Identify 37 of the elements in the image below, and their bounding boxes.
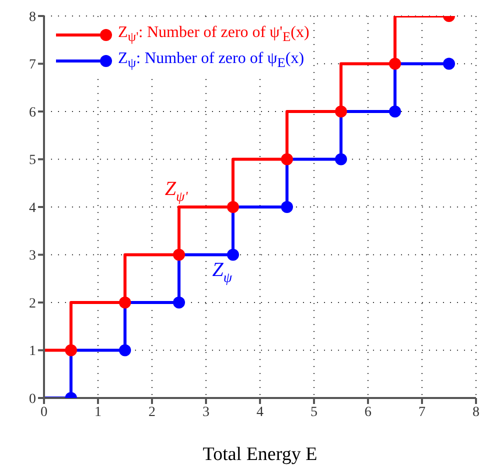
y-tick-label: 7 (29, 58, 36, 73)
x-tick-label: 5 (310, 404, 318, 420)
point (119, 344, 131, 356)
point (173, 296, 185, 308)
x-tick-label: 2 (148, 404, 156, 420)
y-tick-label: 1 (29, 344, 36, 360)
point (389, 58, 401, 70)
y-tick-label: 5 (29, 153, 36, 168)
x-axis-title: Total Energy E (202, 444, 318, 465)
point (335, 153, 347, 166)
annotation: Z$_{ψ'}$ (164, 178, 189, 206)
point (227, 201, 239, 213)
point (281, 201, 293, 213)
annotation: Z$_{ψ}$ (212, 259, 232, 286)
y-tick-label: 3 (29, 248, 36, 264)
x-tick-label: 0 (40, 404, 48, 420)
y-tick-label: 6 (29, 105, 36, 120)
y-tick-label: 2 (29, 296, 36, 312)
point (335, 106, 347, 118)
point (281, 153, 293, 166)
point (65, 344, 77, 356)
y-tick-label: 8 (29, 10, 36, 25)
legend-label: Z$_{ψ'}$: Number of zero of ψ'$_{E}$(x) (118, 23, 310, 46)
x-tick-label: 7 (418, 404, 426, 420)
point (389, 106, 401, 118)
x-tick-label: 4 (256, 404, 264, 420)
y-tick-label: 4 (29, 200, 36, 216)
point (173, 248, 185, 261)
point (119, 296, 131, 308)
x-tick-label: 6 (364, 404, 372, 420)
legend-label: Z$_{ψ}$: Number of zero of ψ$_{E}$(x) (118, 49, 304, 72)
x-tick-label: 3 (202, 404, 210, 420)
x-tick-label: 1 (94, 404, 102, 420)
x-tick-label: 8 (472, 404, 480, 420)
point (227, 248, 239, 261)
point (443, 58, 455, 70)
y-tick-label: 0 (29, 392, 36, 407)
